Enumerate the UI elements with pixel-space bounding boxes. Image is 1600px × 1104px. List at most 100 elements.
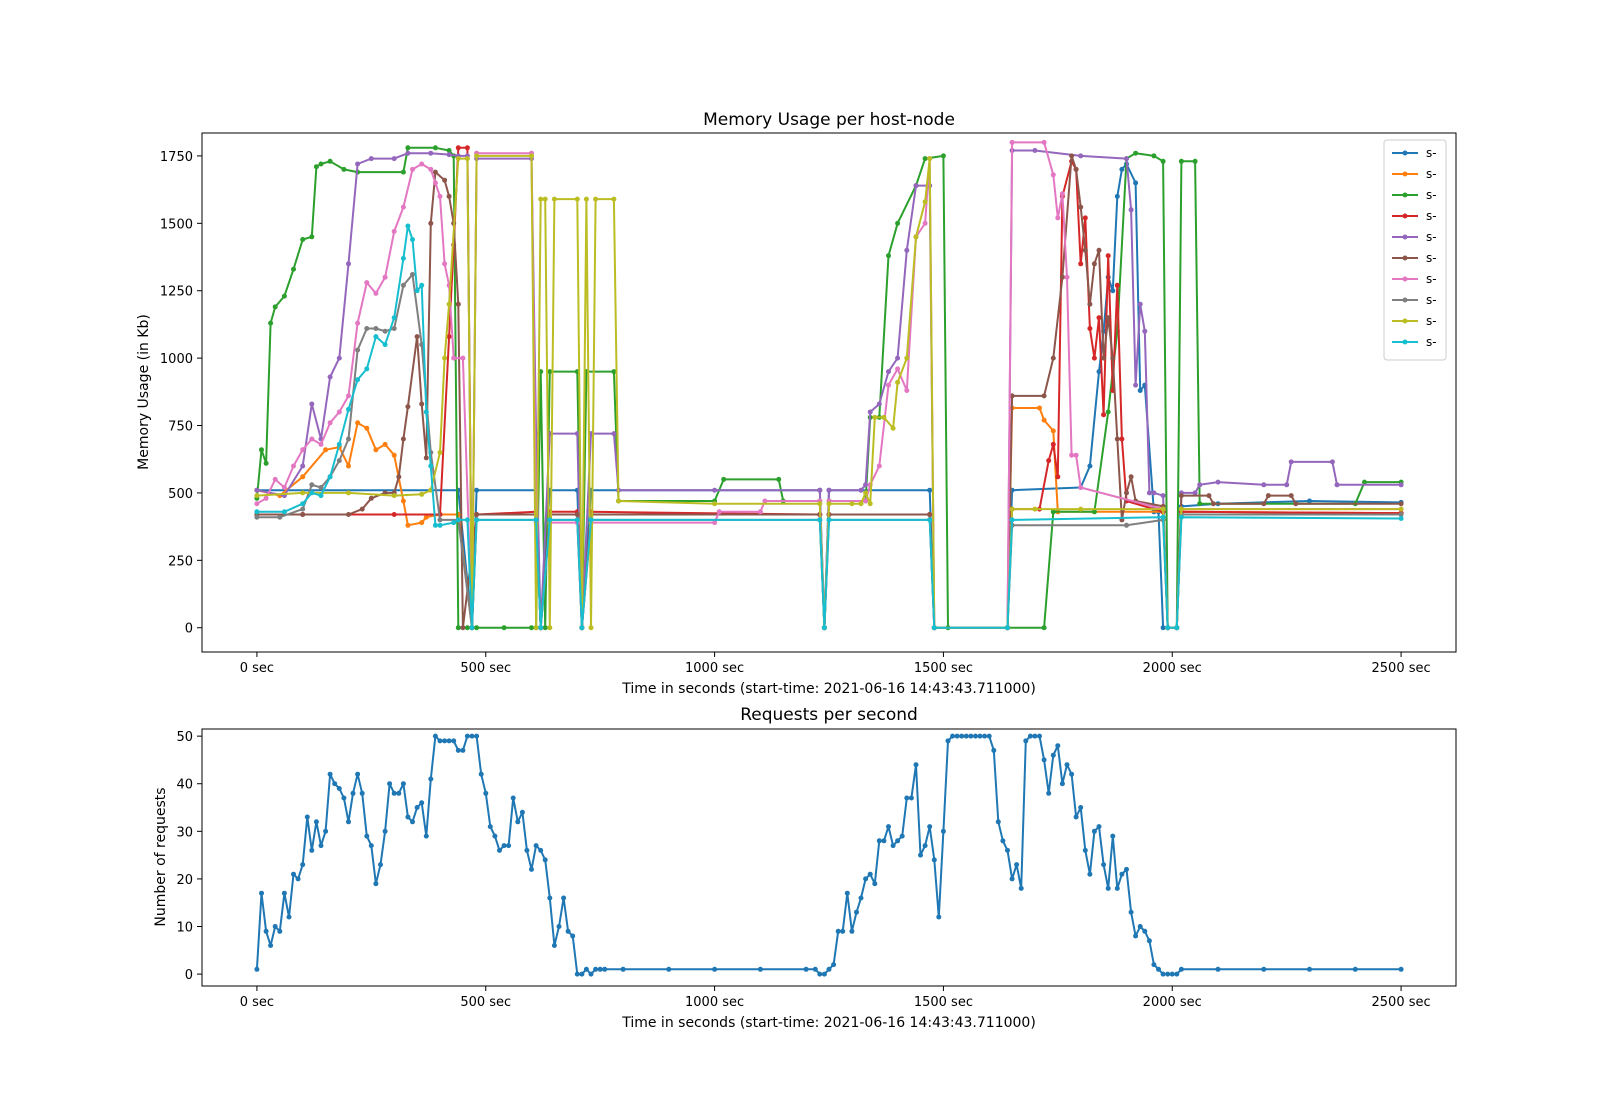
data-point xyxy=(455,517,461,523)
data-point xyxy=(1160,506,1166,512)
data-point xyxy=(597,966,603,972)
data-point xyxy=(1334,482,1340,488)
data-point xyxy=(936,914,942,920)
requests-y-axis: 0 10 20 30 40 50 xyxy=(176,730,202,983)
data-point xyxy=(551,943,557,948)
x-tick-label: 0 sec xyxy=(240,661,274,676)
data-point xyxy=(318,493,324,499)
data-point xyxy=(529,866,534,872)
data-point xyxy=(318,441,324,447)
data-point xyxy=(1050,509,1056,515)
data-point xyxy=(313,164,319,170)
data-point xyxy=(419,491,425,497)
data-point xyxy=(1133,180,1139,186)
data-point xyxy=(373,290,379,296)
data-point xyxy=(991,747,997,753)
data-point xyxy=(616,498,621,504)
data-point xyxy=(1206,493,1212,499)
data-point xyxy=(1124,156,1129,162)
data-point xyxy=(355,347,361,353)
data-point xyxy=(272,304,278,310)
data-point xyxy=(355,771,361,777)
data-point xyxy=(423,455,429,461)
data-point xyxy=(1082,215,1088,221)
data-point xyxy=(1119,166,1125,172)
series-line xyxy=(256,154,1402,629)
data-point xyxy=(327,771,333,777)
data-point xyxy=(538,847,544,853)
data-point xyxy=(446,193,452,199)
data-point xyxy=(849,501,855,507)
data-point xyxy=(300,862,306,868)
data-point xyxy=(1037,405,1042,411)
data-point xyxy=(327,474,333,480)
data-point xyxy=(831,962,837,968)
data-point xyxy=(272,476,278,482)
data-point xyxy=(1398,501,1404,507)
data-point xyxy=(336,409,342,415)
data-point xyxy=(1087,301,1093,307)
data-point xyxy=(300,463,306,469)
data-point xyxy=(1110,833,1116,839)
data-point xyxy=(272,924,278,929)
data-point xyxy=(1114,193,1120,199)
data-point xyxy=(464,625,470,631)
data-point xyxy=(405,223,411,229)
legend-label: s- xyxy=(1426,272,1437,286)
data-point xyxy=(561,895,567,901)
data-point xyxy=(533,843,539,849)
data-point xyxy=(460,355,466,361)
memory-x-axis-label: Time in seconds (start-time: 2021-06-16 … xyxy=(621,681,1036,697)
data-point xyxy=(336,441,342,447)
data-point xyxy=(506,843,512,849)
requests-x-axis-label: Time in seconds (start-time: 2021-06-16 … xyxy=(621,1015,1036,1031)
data-point xyxy=(1137,301,1143,307)
data-point xyxy=(1160,514,1166,520)
data-point xyxy=(368,495,374,501)
data-point xyxy=(1178,514,1184,520)
data-point xyxy=(1050,172,1056,178)
data-point xyxy=(428,220,434,226)
data-point xyxy=(387,781,393,787)
data-point xyxy=(1105,885,1111,891)
data-point xyxy=(391,228,397,234)
data-point xyxy=(1046,790,1052,796)
data-point xyxy=(876,463,882,469)
data-point xyxy=(1178,966,1184,972)
x-tick-label: 2000 sec xyxy=(1143,995,1202,1010)
data-point xyxy=(1041,757,1047,763)
data-point xyxy=(922,199,928,205)
data-point xyxy=(858,895,864,901)
data-point xyxy=(904,795,910,801)
data-point xyxy=(300,237,306,242)
data-point xyxy=(341,166,347,172)
data-point xyxy=(382,828,388,834)
data-point xyxy=(263,460,269,466)
data-point xyxy=(1073,814,1079,820)
data-point xyxy=(400,255,406,261)
data-point xyxy=(1018,885,1024,891)
data-point xyxy=(309,847,315,853)
data-point xyxy=(455,747,461,753)
data-point xyxy=(922,843,928,849)
memory-plot-frame xyxy=(201,132,1457,653)
data-point xyxy=(1398,512,1404,517)
data-point xyxy=(762,498,768,504)
data-point xyxy=(1105,253,1111,259)
data-point xyxy=(501,625,507,631)
data-point xyxy=(259,890,264,896)
data-point xyxy=(1009,139,1015,145)
data-point xyxy=(327,420,333,426)
data-point xyxy=(432,145,438,151)
data-point xyxy=(400,781,406,787)
data-point xyxy=(373,326,379,331)
data-point xyxy=(908,795,914,801)
data-point xyxy=(1137,924,1143,929)
data-point xyxy=(904,355,910,361)
data-point xyxy=(1174,625,1180,631)
data-point xyxy=(254,509,260,515)
data-point xyxy=(826,501,832,507)
data-point xyxy=(291,266,296,272)
legend-item: s- xyxy=(1392,272,1437,286)
data-point xyxy=(1178,158,1184,164)
